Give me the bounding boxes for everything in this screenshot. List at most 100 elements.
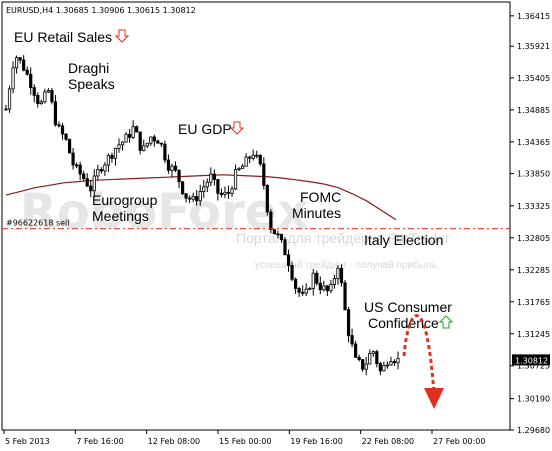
candle-body (113, 148, 118, 159)
candle-body (283, 239, 287, 256)
sell-order-label: #96622618 sell (6, 219, 70, 228)
current-price-label: 1.30812 (515, 356, 548, 365)
candle-body (152, 136, 156, 142)
y-tick-label: 1.36415 (517, 12, 550, 21)
y-tick-label: 1.33325 (517, 202, 550, 211)
candle-body (85, 178, 89, 187)
candle-body (53, 101, 58, 126)
candle-body (71, 152, 75, 166)
candle-body (145, 142, 149, 147)
candle-body (36, 94, 40, 104)
candle-body (354, 343, 358, 358)
candle-body (96, 169, 100, 177)
candle-body (110, 154, 114, 159)
candle-body (99, 169, 103, 172)
x-tick-label: 7 Feb 16:00 (76, 437, 123, 446)
candle-body (156, 140, 160, 144)
candle-body (60, 125, 65, 135)
candle-body (188, 197, 192, 200)
candle-body (131, 126, 135, 138)
x-tick-label: 5 Feb 2013 (5, 437, 50, 446)
candle-body (128, 133, 132, 138)
candle-body (269, 211, 273, 230)
y-tick-label: 1.32285 (517, 266, 550, 275)
candle-body (371, 351, 375, 354)
candle-body (265, 184, 269, 213)
candle-body (251, 154, 255, 159)
candle-body (142, 145, 146, 151)
chart-header: EURUSD,H4 1.30685 1.30906 1.30615 1.3081… (6, 6, 196, 15)
down-arrow-icon (114, 29, 130, 43)
candle-body (43, 91, 47, 103)
x-tick-label: 12 Feb 08:00 (148, 437, 200, 446)
candle-body (286, 254, 291, 266)
x-tick-label: 19 Feb 16:00 (290, 437, 342, 446)
candle-body (166, 159, 171, 171)
candle-body (64, 133, 68, 140)
y-axis: 1.36415 1.35921 1.35405 1.34885 1.34365 1.338… (510, 12, 550, 435)
candle-body (11, 67, 15, 90)
candle-body (14, 57, 19, 69)
moving-average-line (5, 174, 397, 221)
forecast-arrow (402, 314, 436, 393)
candle-body (325, 285, 329, 292)
y-tick-label: 1.34885 (517, 106, 550, 115)
x-tick-label: 27 Feb 00:00 (433, 437, 485, 446)
candle-body (223, 191, 227, 195)
candle-body (46, 90, 50, 93)
annotation-eurogroup: Eurogroup (92, 192, 158, 208)
candle-body (50, 90, 54, 103)
candle-body (311, 272, 315, 289)
candle-body (262, 163, 266, 186)
candle-body (233, 169, 238, 190)
candle-body (297, 288, 301, 293)
candle-body (4, 108, 8, 111)
moving-average (5, 174, 397, 221)
candle-body (198, 191, 202, 202)
candle-body (318, 282, 322, 291)
candle-body (322, 285, 326, 291)
candle-body (308, 288, 312, 290)
candle-body (258, 154, 262, 165)
candles-group (4, 55, 400, 376)
candle-body (389, 361, 393, 366)
candle-body (241, 165, 245, 169)
annotation-eu-gdp: EU GDP (178, 121, 232, 137)
candle-body (149, 136, 153, 144)
candle-body (32, 87, 36, 96)
candle-body (219, 192, 224, 195)
candle-body (135, 126, 139, 133)
annotation-eu-retail-sales: EU Retail Sales (14, 29, 112, 45)
candle-body (392, 361, 397, 364)
current-price-box (512, 354, 550, 366)
up-arrow-icon (438, 315, 454, 329)
candle-body (22, 59, 26, 71)
y-tick-label: 1.30725 (517, 362, 550, 371)
candle-body (209, 173, 213, 183)
candle-body (248, 156, 252, 159)
candle-body (124, 133, 128, 143)
watermark: RoboForex (20, 184, 308, 240)
candle-body (18, 57, 22, 61)
plot-frame (1, 1, 511, 431)
annotation-meetings: Meetings (92, 208, 149, 224)
y-tick-label: 1.33850 (517, 170, 550, 179)
candle-body (82, 173, 86, 180)
candle-body (184, 193, 188, 199)
candle-body (304, 288, 308, 294)
candle-body (25, 69, 29, 75)
y-tick-label: 1.31765 (517, 298, 550, 307)
candle-body (346, 309, 351, 336)
candle-body (170, 165, 174, 171)
y-tick-label: 1.34365 (517, 138, 550, 147)
candle-body (163, 143, 167, 161)
candle-body (272, 229, 276, 235)
y-tick-label: 1.32805 (517, 234, 550, 243)
annotation-us-consumer: US Consumer (364, 299, 452, 315)
candle-body (364, 363, 368, 370)
candle-body (368, 352, 372, 365)
candle-body (396, 358, 400, 364)
candle-body (173, 165, 178, 171)
candle-body (7, 88, 12, 110)
